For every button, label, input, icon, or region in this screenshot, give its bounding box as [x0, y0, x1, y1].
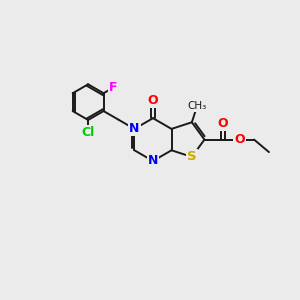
Text: O: O [234, 133, 244, 146]
Text: N: N [129, 122, 140, 135]
Text: O: O [148, 94, 158, 107]
Text: O: O [218, 117, 228, 130]
Text: F: F [109, 81, 118, 94]
Text: S: S [187, 150, 197, 164]
Text: CH₃: CH₃ [188, 101, 207, 111]
Text: Cl: Cl [82, 126, 95, 139]
Text: N: N [148, 154, 158, 167]
